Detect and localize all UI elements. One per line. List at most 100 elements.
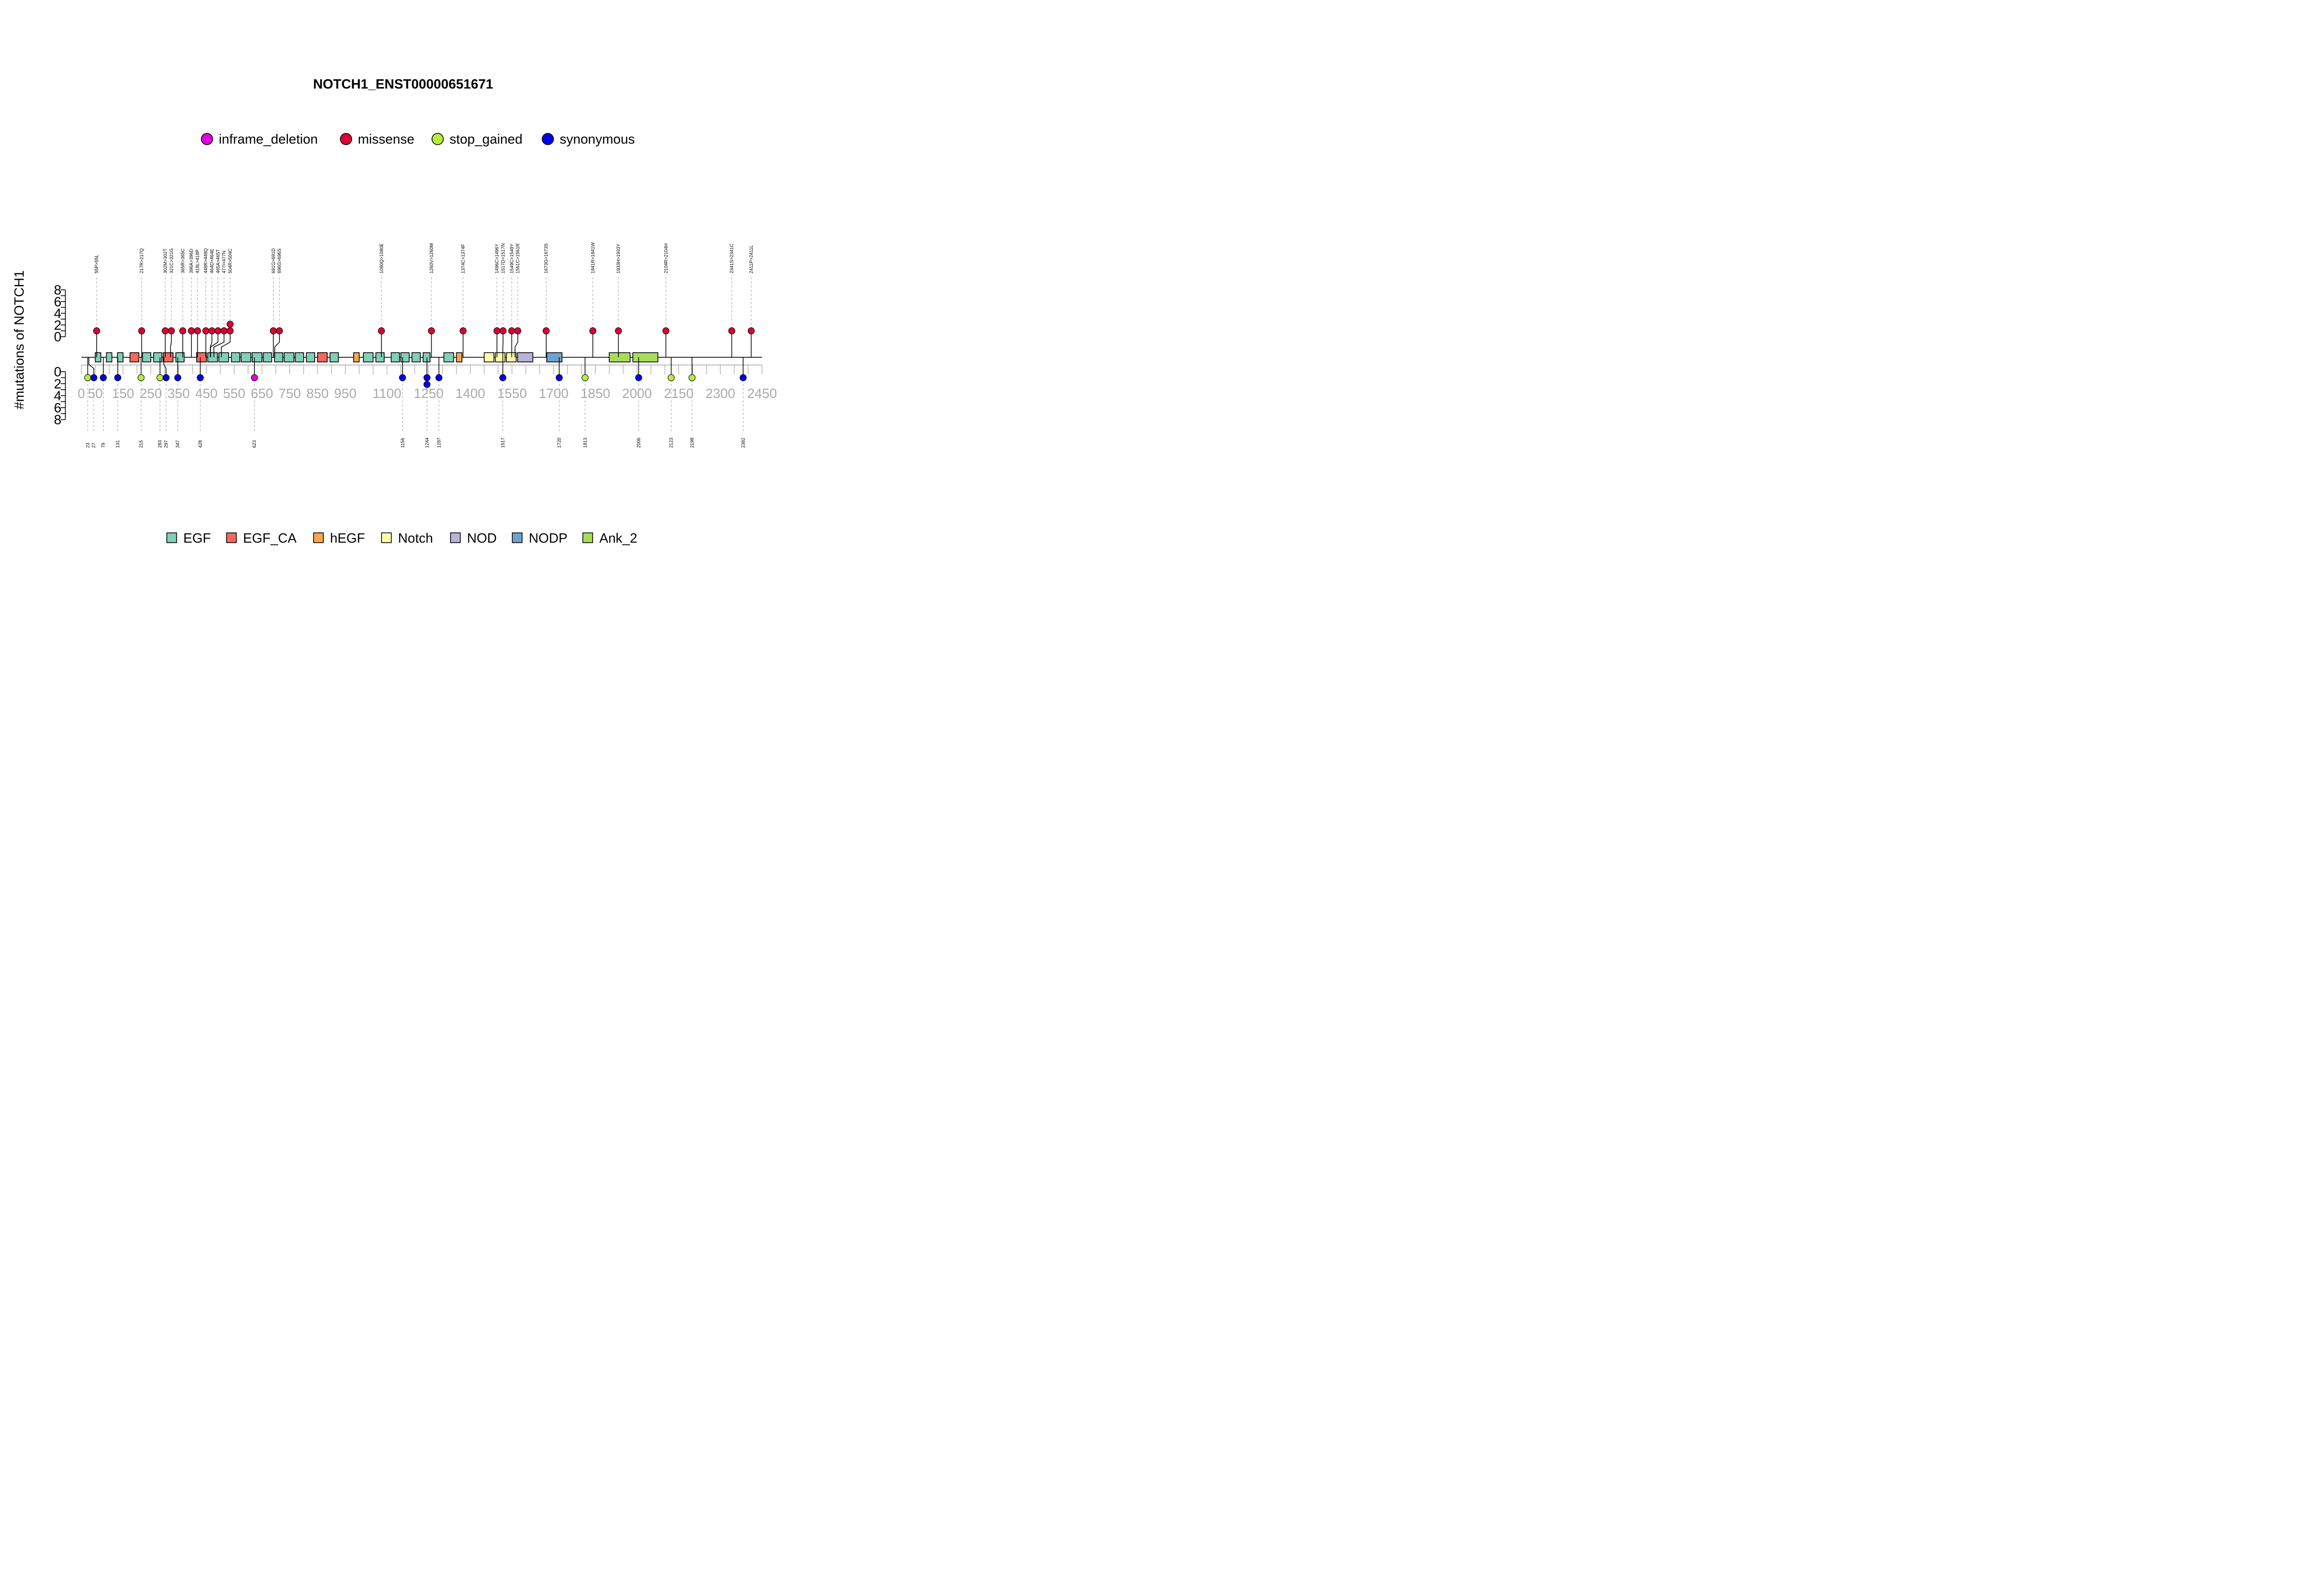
domain-egf — [263, 352, 272, 362]
mutation-stem — [274, 331, 280, 357]
mutation-above: 1561C>1561R — [514, 243, 522, 357]
x-tick-label: 1700 — [539, 386, 568, 401]
mutation-below: 131 — [114, 357, 122, 448]
mutation-above: 504R>504C — [221, 248, 234, 357]
mutation-below: 1517 — [499, 357, 507, 448]
mutation-label: 448R>448Q — [203, 248, 209, 273]
x-tick-label: 150 — [112, 386, 134, 401]
mutation-label: 55P>55L — [94, 255, 99, 273]
domain-legend-entry-hegf: hEGF — [313, 530, 365, 546]
mutation-above: 55P>55L — [93, 255, 100, 357]
domain-legend-entry-nod: NOD — [450, 530, 497, 546]
domain-egf — [231, 352, 240, 362]
domain-egf — [207, 352, 218, 362]
mutation-position-label: 297 — [164, 440, 169, 448]
mutation-above: 365R>365C — [179, 248, 186, 357]
mutation-point — [615, 327, 622, 335]
x-tick-label: 2300 — [705, 386, 735, 401]
domain-egf — [284, 352, 295, 362]
mutation-label: 504R>504C — [228, 248, 233, 273]
x-tick-label: 50 — [88, 386, 103, 401]
mutation-above: 2341S>2341C — [728, 244, 735, 357]
mutation-point — [581, 374, 589, 381]
mutation-above: 465A>465T — [210, 249, 222, 357]
legend-entry-synonymous: synonymous — [542, 131, 635, 147]
domain-ank-2 — [632, 352, 659, 362]
mutation-point — [220, 327, 228, 335]
x-tick-label: 1100 — [373, 386, 402, 401]
mutation-lollipops: 55P>55L 217R>217Q 302M>302T 321C>321G 365R>3… — [84, 242, 755, 448]
domain-legend: EGF EGF_CA hEGF Notch NOD NODP Ank_2 — [166, 530, 637, 546]
y-tick-label-top: 6 — [54, 294, 61, 309]
x-tick-label: 1400 — [456, 386, 486, 401]
mutation-above: 1549C>1549Y — [508, 244, 515, 357]
domain-legend-swatch — [166, 532, 177, 543]
mutation-position-label: 23 — [85, 443, 90, 448]
mutation-label: 365R>365C — [180, 248, 185, 273]
domain-egf — [153, 352, 163, 362]
domain-egf — [411, 352, 421, 362]
mutation-above: 217R>217Q — [138, 248, 145, 357]
mutation-point — [667, 374, 675, 381]
mutation-below: 2123 — [667, 357, 675, 448]
mutation-label: 2104R>2104H — [663, 244, 668, 273]
y-axis-label: #mutations of NOTCH1 — [11, 270, 27, 409]
domain-egf — [95, 352, 101, 362]
legend-marker — [542, 133, 554, 145]
x-tick-label: 350 — [167, 386, 189, 401]
mutation-point — [114, 374, 122, 381]
mutation-point — [688, 374, 696, 381]
mutation-point — [399, 374, 406, 381]
mutation-point — [499, 374, 507, 381]
domain-egf — [295, 352, 304, 362]
domain-ank-2 — [609, 352, 631, 362]
mutation-point — [514, 327, 522, 335]
mutation-point — [662, 327, 670, 335]
mutation-above: 321C>321G — [168, 248, 175, 357]
domain-legend-label: NODP — [529, 530, 567, 546]
domain-legend-entry-notch: Notch — [381, 530, 433, 546]
legend-entry-stop-gained: stop_gained — [431, 131, 523, 147]
mutation-point — [270, 327, 277, 335]
mutation-label: 2411P>2411L — [749, 245, 754, 273]
domain-legend-swatch — [512, 532, 523, 543]
mutation-position-label: 2198 — [689, 438, 695, 448]
mutation-point — [174, 374, 181, 381]
domain-legend-label: EGF — [183, 530, 211, 546]
mutation-position-label: 1517 — [500, 438, 506, 448]
mutation-point — [739, 374, 747, 381]
domain-legend-label: Ank_2 — [599, 530, 637, 546]
mutation-label: 321C>321G — [169, 248, 174, 273]
mutation-point — [138, 327, 145, 335]
mutation-point — [275, 327, 283, 335]
domain-legend-entry-nodp: NODP — [512, 530, 567, 546]
domain-egf-ca — [163, 352, 174, 362]
x-tick-label: 950 — [334, 386, 356, 401]
mutation-above: 1260V>1260M — [428, 243, 435, 357]
mutation-point — [179, 327, 186, 335]
domain-legend-swatch — [450, 532, 461, 543]
x-tick-label: 0 — [78, 386, 85, 401]
mutation-label: 1841R>1841W — [590, 242, 595, 273]
x-tick-label: 750 — [279, 386, 301, 401]
mutation-position-label: 215 — [139, 440, 144, 448]
mutation-above: 418L>418P — [194, 250, 201, 357]
mutation-stem — [163, 357, 167, 378]
y-tick-label-bottom: 0 — [54, 364, 61, 379]
mutation-point — [227, 327, 234, 335]
x-tick-label: 2450 — [747, 386, 777, 401]
mutation-below: 27 — [88, 357, 97, 448]
x-tick-label: 1250 — [414, 386, 444, 401]
mutation-position-label: 1156 — [400, 438, 405, 448]
domain-egf — [375, 352, 385, 362]
mutation-above: 1080Q>1080E — [378, 244, 385, 357]
mutation-below: 23 — [84, 357, 92, 448]
mutation-below: 1813 — [581, 357, 589, 448]
mutation-below: 283 — [157, 357, 164, 448]
mutation-below: 1720 — [556, 357, 563, 448]
mutation-point — [162, 374, 170, 381]
domain-egf-ca — [196, 352, 207, 362]
domain-egf — [274, 352, 283, 362]
y-tick-label-bottom: 4 — [54, 388, 61, 404]
mutation-point — [84, 374, 92, 381]
